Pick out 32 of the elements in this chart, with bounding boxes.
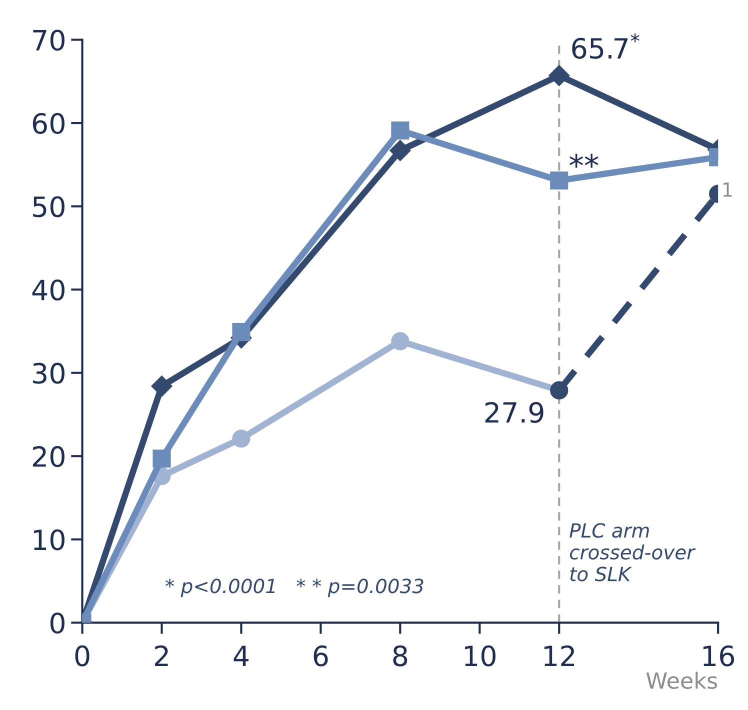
point (550, 171, 568, 190)
annotation: * p<0.0001 * * p=0.0033 (166, 578, 424, 598)
y-tick-label: 40 (32, 280, 64, 301)
y-tick-label: 70 (33, 30, 64, 51)
ref-line-label: PLC arm crossed-over to SLK (570, 523, 696, 582)
annotation: ** (570, 154, 598, 168)
point (232, 430, 250, 448)
y-tick-label: 60 (32, 112, 64, 134)
point (232, 323, 250, 342)
x-tick-label: 8 (393, 645, 408, 666)
x-axis-title: Weeks (646, 672, 717, 689)
x-tick-label: 10 (465, 645, 496, 666)
y-tick-label: 20 (32, 446, 64, 468)
point (151, 376, 172, 397)
text: 1 (723, 182, 732, 197)
point (152, 450, 171, 468)
point (390, 140, 411, 162)
point (391, 122, 410, 140)
x-tick-label: 16 (703, 645, 734, 666)
y-tick-label: 50 (33, 196, 64, 218)
point (548, 65, 570, 86)
y-tick-label: 30 (33, 362, 64, 384)
y-tick-label: 0 (50, 612, 64, 634)
y-tick-label: 10 (34, 529, 64, 550)
x-tick-label: 12 (544, 645, 574, 666)
x-tick-label: 4 (234, 646, 249, 666)
point (391, 332, 410, 350)
data-label: 27.9 (485, 402, 544, 423)
x-tick-label: 6 (314, 645, 328, 666)
x-tick-label: 2 (154, 645, 168, 666)
data-label: 65.7$^{*}$ (572, 33, 640, 59)
x-tick-label: 0 (75, 645, 90, 666)
